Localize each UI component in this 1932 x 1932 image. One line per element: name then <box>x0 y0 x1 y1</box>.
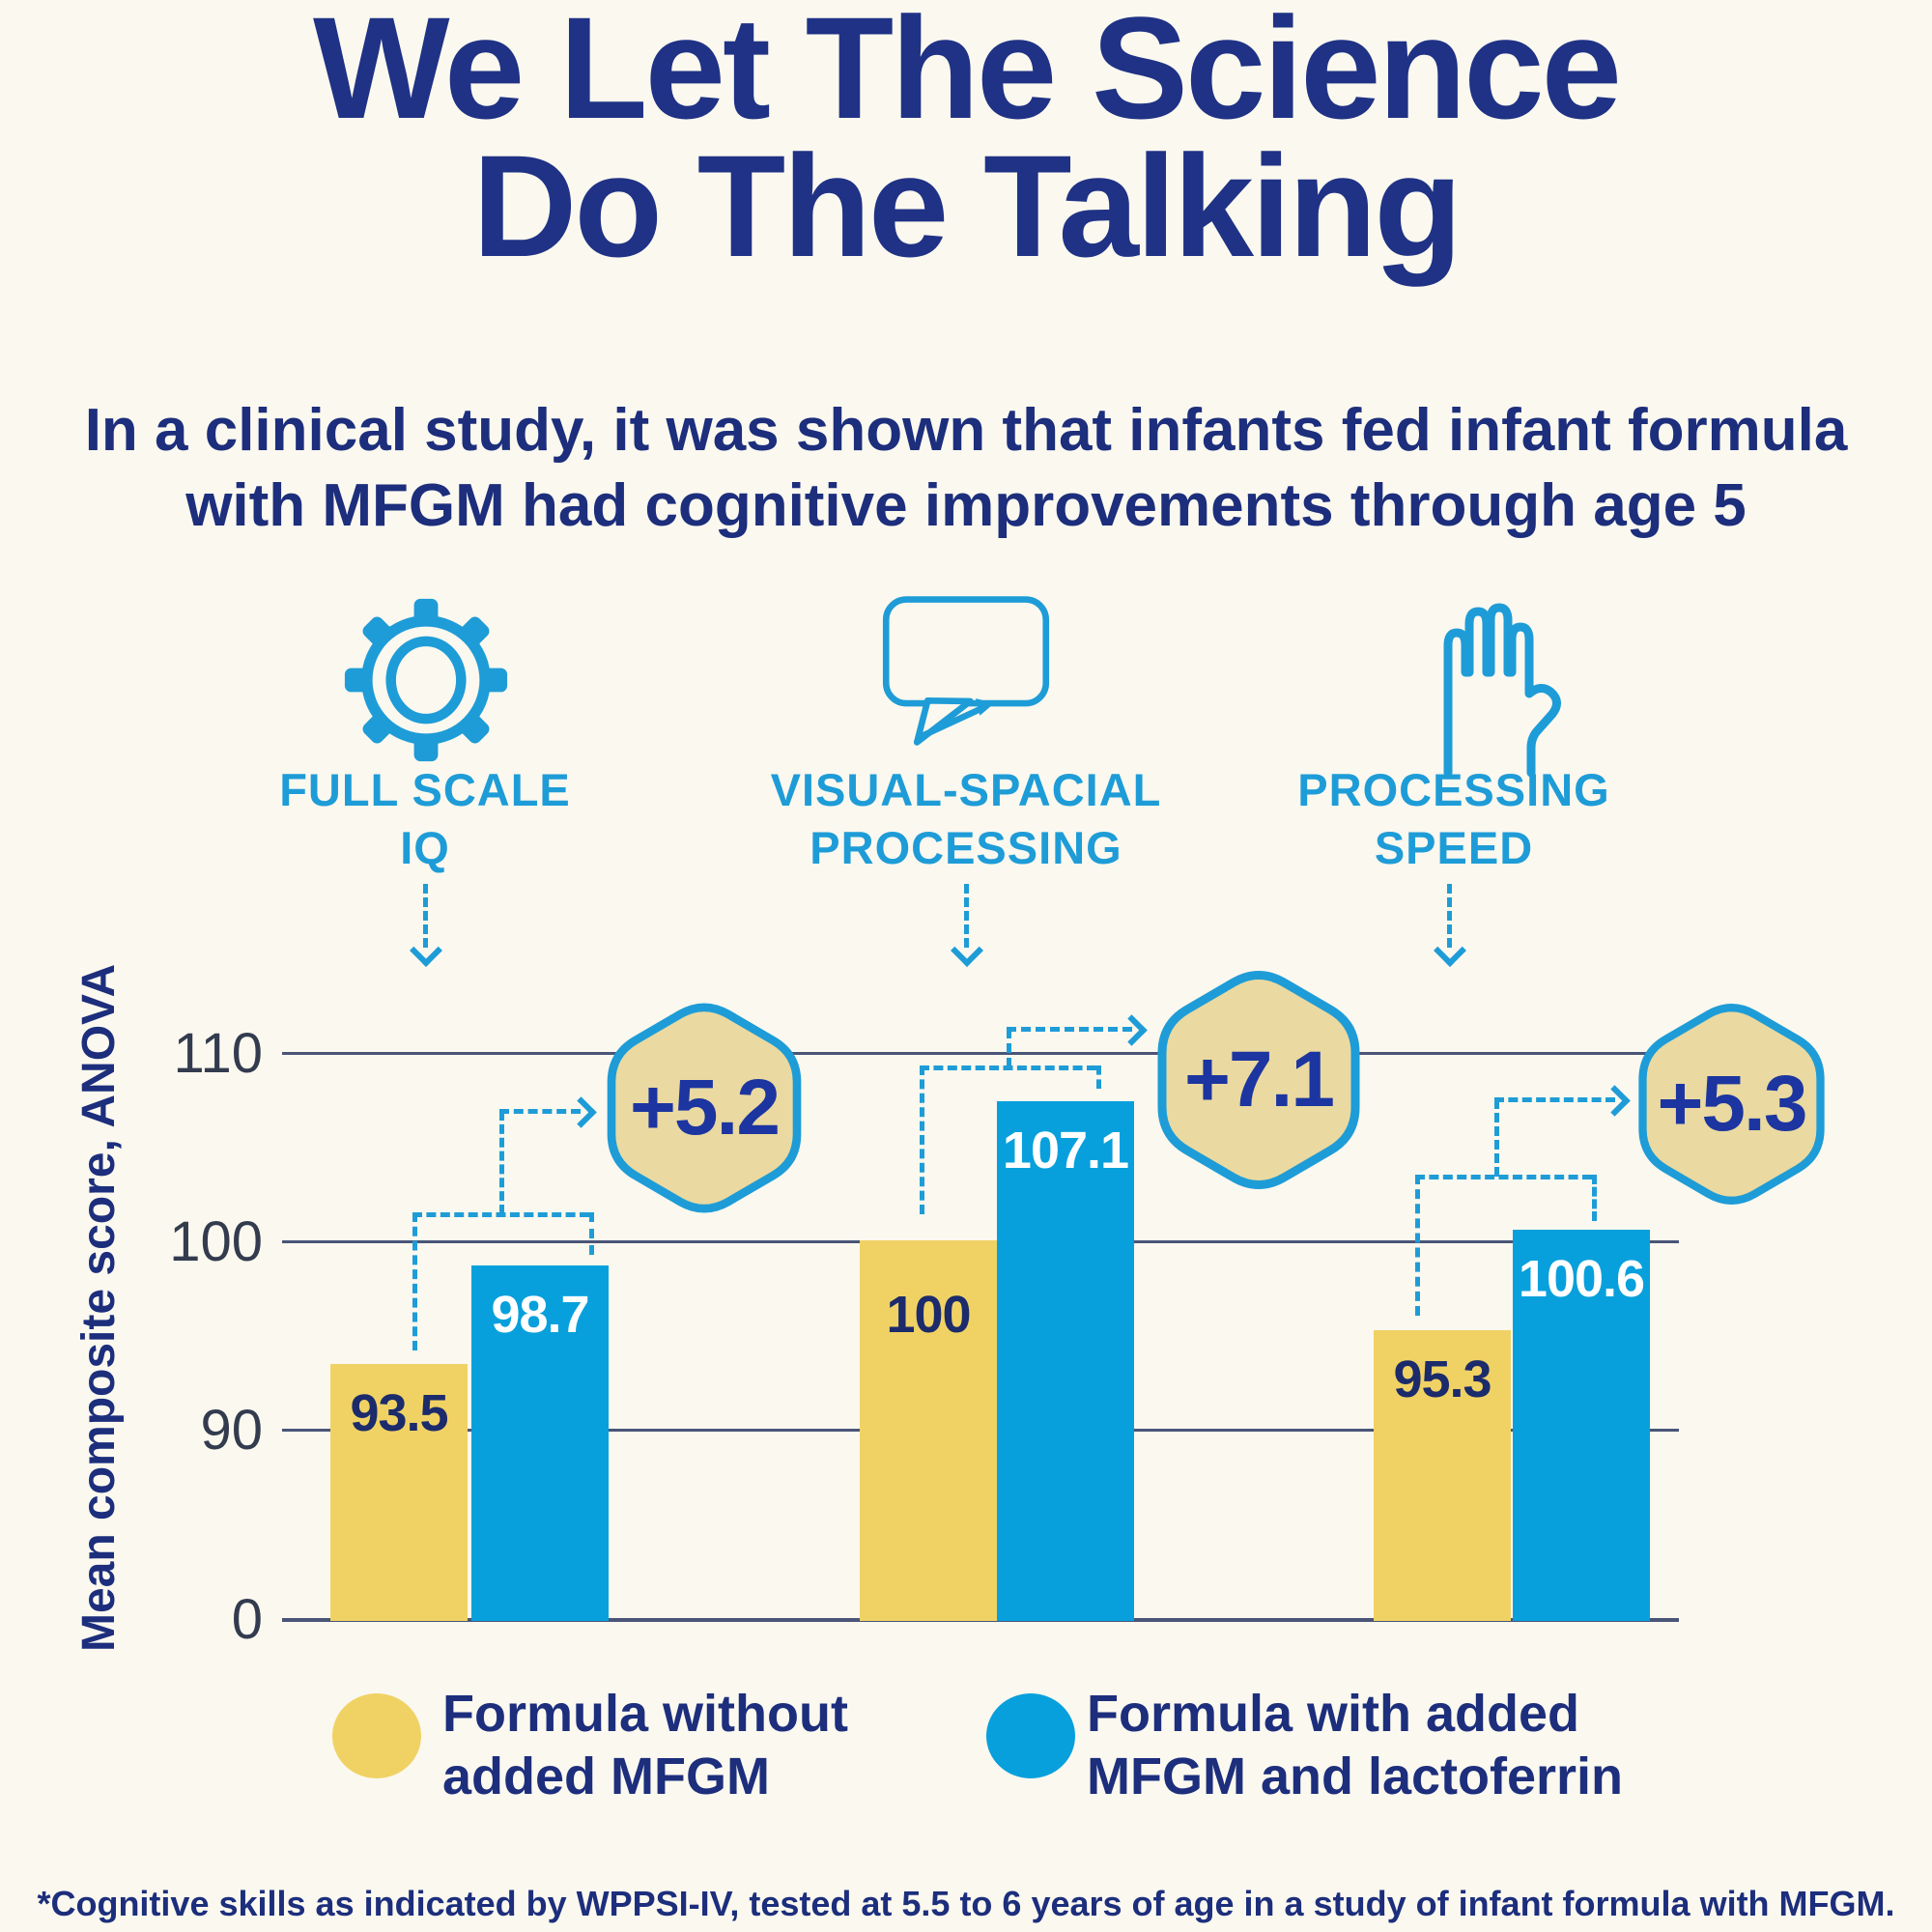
legend-label-without-mfgm: Formula without added MFGM <box>442 1683 848 1808</box>
legend-swatch-without-mfgm <box>332 1693 421 1778</box>
bracket-line <box>499 1111 504 1214</box>
arrow-line <box>1007 1027 1132 1032</box>
bracket-line <box>1415 1175 1592 1179</box>
category-label-line2: SPEED <box>1374 822 1534 874</box>
bar-without-mfgm-visual-spacial: 100 <box>860 1240 997 1621</box>
dashed-down-arrow-icon <box>964 884 969 948</box>
bracket-line <box>412 1212 589 1217</box>
category-label-processing-speed: PROCESSING SPEED <box>1154 761 1753 877</box>
subtitle-line2: with MFGM had cognitive improvements thr… <box>185 472 1747 539</box>
y-tick-90: 90 <box>200 1399 263 1462</box>
legend-label-line1: Formula with added <box>1087 1685 1580 1743</box>
hand-icon <box>1443 603 1561 778</box>
bar-value: 100.6 <box>1518 1250 1645 1308</box>
diff-badge-visual-spacial: +7.1 <box>1148 959 1370 1201</box>
category-label-line2: IQ <box>400 822 450 874</box>
bar-without-mfgm-full-scale-iq: 93.5 <box>330 1364 468 1621</box>
arrowhead-right-icon <box>1599 1085 1631 1117</box>
y-tick-110: 110 <box>173 1022 263 1085</box>
bar-value: 93.5 <box>350 1384 448 1442</box>
bar-value: 98.7 <box>491 1286 589 1344</box>
arrowhead-down-icon <box>951 934 983 967</box>
bar-value: 95.3 <box>1393 1350 1492 1408</box>
arrowhead-down-icon <box>1434 934 1466 967</box>
speech-bubble-icon <box>882 596 1050 746</box>
arrow-line <box>499 1109 581 1114</box>
category-label-line1: PROCESSING <box>1297 764 1610 815</box>
bracket-line <box>589 1212 594 1255</box>
y-tick-0: 0 <box>231 1588 263 1651</box>
footnote: *Cognitive skills as indicated by WPPSI-… <box>37 1884 1895 1923</box>
bracket-line <box>920 1065 924 1214</box>
category-label-line1: VISUAL-SPACIAL <box>770 764 1162 815</box>
bracket-line <box>1592 1175 1597 1221</box>
arrowhead-down-icon <box>410 934 442 967</box>
diff-value: +7.1 <box>1184 1036 1335 1123</box>
bracket-line <box>1007 1029 1011 1067</box>
diff-value: +5.2 <box>630 1064 781 1151</box>
legend-label-with-mfgm: Formula with added MFGM and lactoferrin <box>1087 1683 1623 1808</box>
bar-with-mfgm-processing-speed: 100.6 <box>1513 1230 1650 1621</box>
bar-value: 100 <box>886 1286 971 1344</box>
gear-icon <box>344 598 508 762</box>
category-label-full-scale-iq: FULL SCALE IQ <box>126 761 724 877</box>
bracket-line <box>1096 1065 1101 1089</box>
category-label-line2: PROCESSING <box>810 822 1122 874</box>
bracket-line <box>1494 1099 1499 1177</box>
page-title-line2: Do The Talking <box>472 125 1463 287</box>
bar-with-mfgm-full-scale-iq: 98.7 <box>471 1265 609 1621</box>
dashed-down-arrow-icon <box>423 884 428 948</box>
bracket-line <box>412 1212 417 1350</box>
bar-with-mfgm-visual-spacial: 107.1 <box>997 1101 1134 1621</box>
bar-without-mfgm-processing-speed: 95.3 <box>1374 1330 1511 1621</box>
diff-badge-processing-speed: +5.3 <box>1628 993 1835 1215</box>
subtitle-line1: In a clinical study, it was shown that i… <box>84 397 1848 464</box>
arrowhead-right-icon <box>565 1096 597 1128</box>
bracket-line <box>920 1065 1096 1070</box>
legend-label-line1: Formula without <box>442 1685 848 1743</box>
arrow-line <box>1494 1097 1615 1102</box>
legend-swatch-with-mfgm <box>986 1693 1075 1778</box>
dashed-down-arrow-icon <box>1447 884 1452 948</box>
arrowhead-right-icon <box>1116 1014 1148 1046</box>
diff-value: +5.3 <box>1657 1060 1808 1148</box>
category-label-visual-spacial: VISUAL-SPACIAL PROCESSING <box>667 761 1265 877</box>
legend-label-line2: added MFGM <box>442 1747 770 1805</box>
category-label-line1: FULL SCALE <box>279 764 571 815</box>
y-tick-100: 100 <box>169 1210 263 1273</box>
diff-badge-full-scale-iq: +5.2 <box>598 992 810 1224</box>
legend-label-line2: MFGM and lactoferrin <box>1087 1747 1624 1805</box>
bracket-line <box>1415 1175 1420 1316</box>
page-title-line1: We Let The Science <box>312 0 1622 149</box>
bar-value: 107.1 <box>1002 1122 1129 1179</box>
